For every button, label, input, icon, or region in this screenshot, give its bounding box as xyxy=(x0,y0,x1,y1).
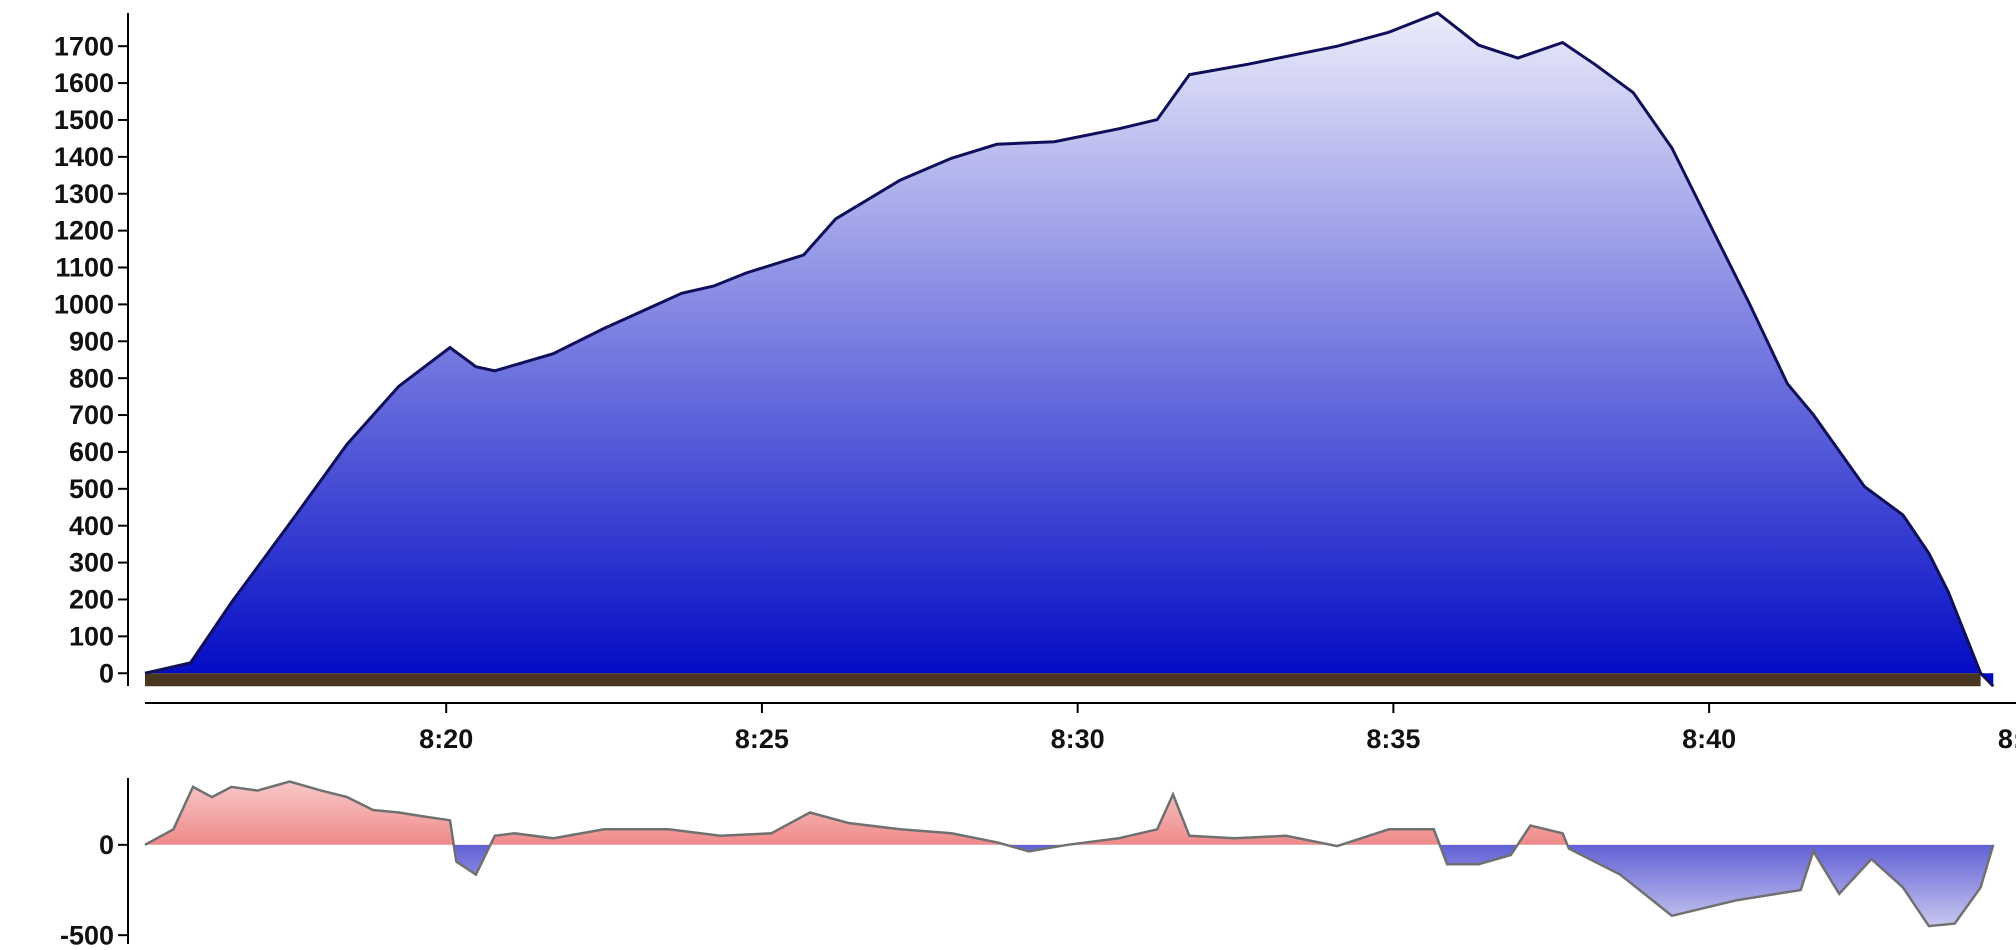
elevation-line xyxy=(144,11,1995,688)
x-tick-label: 8:35 xyxy=(1366,724,1420,754)
elevation-area xyxy=(145,13,1994,687)
y-tick-label: 1700 xyxy=(54,31,114,61)
y-tick-label: 1400 xyxy=(54,142,114,172)
y-tick-label: 600 xyxy=(69,437,114,467)
y-tick-label: 1100 xyxy=(55,253,114,283)
y-tick-label: 700 xyxy=(69,400,114,430)
positive-area xyxy=(145,781,1994,845)
y-tick-label: 800 xyxy=(69,363,114,393)
speed-line xyxy=(144,780,1995,928)
x-tick-label: 8:25 xyxy=(735,724,789,754)
y-tick-label: 0 xyxy=(99,658,114,688)
y-tick-label: 1200 xyxy=(54,216,114,246)
y-tick-label: -500 xyxy=(60,920,114,950)
negative-area xyxy=(453,844,1994,927)
y-tick-label: 1600 xyxy=(54,68,114,98)
y-tick-label: 200 xyxy=(69,585,114,615)
y-tick-label: 0 xyxy=(99,830,114,860)
ground xyxy=(145,673,1981,687)
y-tick-label: 1500 xyxy=(54,105,114,135)
x-tick-label: 8:30 xyxy=(1051,724,1105,754)
y-tick-label: 400 xyxy=(69,511,114,541)
y-tick-label: 100 xyxy=(69,621,114,651)
x-tick-label: 8:20 xyxy=(419,724,473,754)
y-tick-label: 900 xyxy=(69,326,114,356)
x-tick-label: 8:45 xyxy=(1998,724,2016,754)
y-tick-label: 1000 xyxy=(54,290,114,320)
x-tick-label: 8:40 xyxy=(1682,724,1736,754)
y-tick-label: 1300 xyxy=(54,179,114,209)
y-tick-label: 500 xyxy=(69,474,114,504)
y-tick-label: 300 xyxy=(69,548,114,578)
